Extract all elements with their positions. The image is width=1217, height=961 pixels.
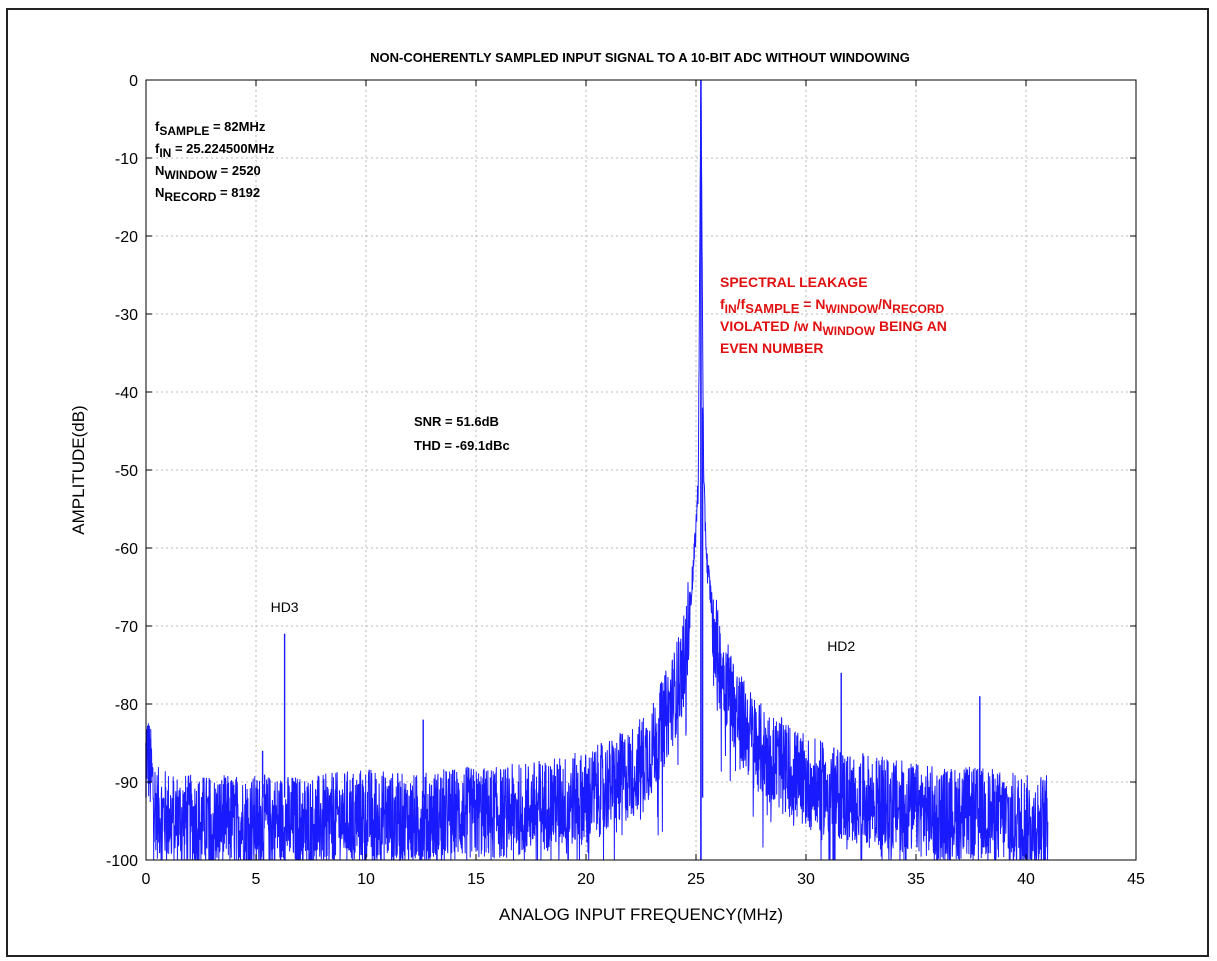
x-tick-label: 25 [687,871,705,888]
spectral-leakage-annotation: SPECTRAL LEAKAGE fIN/fSAMPLE = NWINDOW/NR… [720,274,947,356]
y-tick-label: -10 [115,151,138,168]
snr-annotation: SNR = 51.6dB [414,414,499,429]
x-tick-label: 5 [252,871,261,888]
y-tick-label: -100 [106,853,138,870]
x-tick-label: 40 [1017,871,1035,888]
x-tick-label: 20 [577,871,595,888]
spur-label: HD3 [271,599,299,615]
x-tick-label: 30 [797,871,815,888]
x-tick-label: 10 [357,871,375,888]
parameter-line: NRECORD = 8192 [155,185,260,204]
thd-annotation: THD = -69.1dBc [414,438,510,453]
spur-labels: HD3 HD2 [271,599,856,654]
y-tick-label: -80 [115,697,138,714]
y-tick-label: -90 [115,775,138,792]
axis-ticks: 0 5 10 15 20 25 30 35 40 45 0 -10 -20 -30 -40 -50 -60 -70… [106,73,1145,888]
leakage-line: fIN/fSAMPLE = NWINDOW/NRECORD [720,296,944,316]
x-tick-label: 45 [1127,871,1145,888]
y-tick-label: -50 [115,463,138,480]
y-tick-label: -20 [115,229,138,246]
leakage-line: SPECTRAL LEAKAGE [720,274,868,290]
x-tick-label: 0 [142,871,151,888]
parameter-line: NWINDOW = 2520 [155,163,261,182]
spur-label: HD2 [827,638,855,654]
y-axis-label: AMPLITUDE(dB) [69,405,88,534]
parameter-line: fIN = 25.224500MHz [155,141,275,160]
x-tick-label: 15 [467,871,485,888]
grid-lines [146,80,1136,860]
y-tick-label: -40 [115,385,138,402]
spectrum-series [145,80,1049,862]
leakage-line: EVEN NUMBER [720,340,823,356]
x-tick-label: 35 [907,871,925,888]
spectrum-line [145,91,1049,862]
y-tick-label: -30 [115,307,138,324]
y-tick-label: -60 [115,541,138,558]
chart-title: NON-COHERENTLY SAMPLED INPUT SIGNAL TO A… [370,50,910,65]
sampling-parameters: fSAMPLE = 82MHz fIN = 25.224500MHz NWINDOW… [155,119,275,204]
leakage-line: VIOLATED /w NWINDOW BEING AN [720,318,947,338]
y-tick-label: 0 [129,73,138,90]
y-tick-label: -70 [115,619,138,636]
parameter-line: fSAMPLE = 82MHz [155,119,266,138]
x-axis-label: ANALOG INPUT FREQUENCY(MHz) [499,905,783,924]
